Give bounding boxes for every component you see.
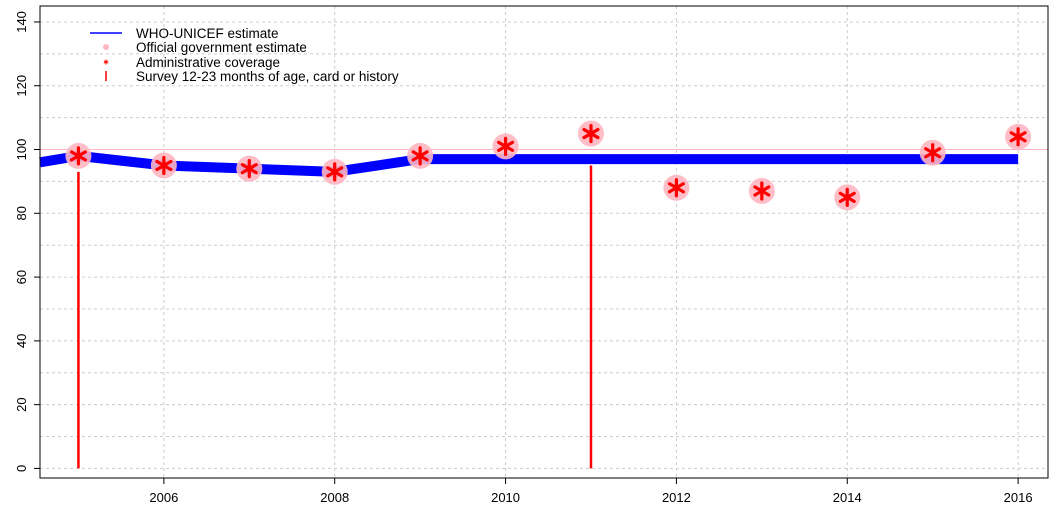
asterisk-stroke [326, 166, 344, 178]
x-tick-label: 2016 [1004, 490, 1033, 505]
asterisk-stroke [667, 182, 685, 194]
legend-label: WHO-UNICEF estimate [136, 26, 279, 41]
legend-symbol-dot [103, 44, 109, 50]
x-tick-label: 2006 [149, 490, 178, 505]
x-tick-label: 2010 [491, 490, 520, 505]
asterisk-stroke [240, 163, 258, 175]
plot-frame [39, 5, 1049, 479]
legend-label: Administrative coverage [136, 55, 280, 70]
asterisk-stroke [838, 191, 856, 203]
y-tick-label: 0 [14, 465, 29, 472]
grid-layer [40, 6, 1048, 478]
administrative-coverage-point [582, 123, 600, 144]
who-unicef-line [39, 150, 1019, 177]
administrative-coverage-layer [69, 123, 1027, 207]
administrative-coverage-point [326, 162, 344, 182]
administrative-coverage-point [155, 155, 173, 176]
asterisk-stroke [924, 147, 942, 159]
survey-layer [77, 165, 593, 469]
administrative-coverage-point [411, 146, 429, 166]
asterisk-stroke [753, 185, 771, 197]
y-tick-label: 80 [14, 206, 29, 220]
administrative-coverage-point [924, 143, 942, 163]
y-tick-label: 20 [14, 397, 29, 411]
asterisk-stroke [69, 150, 87, 162]
y-tick-label: 60 [14, 270, 29, 284]
x-tick-label: 2008 [320, 490, 349, 505]
asterisk-stroke [103, 60, 109, 64]
who-unicef-layer [39, 150, 1019, 177]
administrative-coverage-point [1009, 127, 1027, 147]
asterisk-stroke [497, 140, 515, 152]
axis-layer: 2006 2008 2010 2012 2014 2016 0 20 40 60 80 100 120 1… [14, 11, 1033, 505]
administrative-coverage-point [667, 178, 685, 198]
y-tick-label: 120 [14, 75, 29, 97]
administrative-coverage-point [838, 187, 856, 207]
x-tick-label: 2012 [662, 490, 691, 505]
y-tick-label: 100 [14, 139, 29, 161]
x-tick-label: 2014 [833, 490, 862, 505]
asterisk-stroke [582, 127, 600, 140]
legend-symbol-asterisk [103, 59, 109, 65]
asterisk-stroke [411, 150, 429, 162]
y-tick-label: 40 [14, 334, 29, 348]
asterisk-stroke [1009, 131, 1027, 143]
y-tick-label: 140 [14, 11, 29, 33]
legend-label: Survey 12-23 months of age, card or hist… [136, 69, 399, 84]
asterisk-stroke [155, 159, 173, 172]
legend-label: Official government estimate [136, 40, 307, 55]
administrative-coverage-point [69, 146, 87, 166]
administrative-coverage-point [497, 136, 515, 156]
administrative-coverage-point [240, 159, 258, 179]
administrative-coverage-point [753, 181, 771, 201]
